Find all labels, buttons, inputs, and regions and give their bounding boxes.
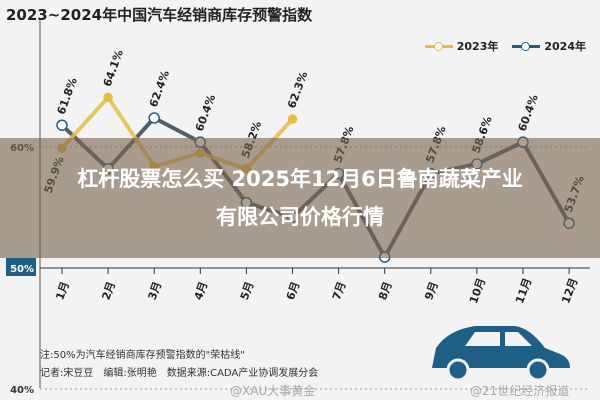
overlay-banner: 杠杆股票怎么买 2025年12月6日鲁南蔬菜产业 有限公司价格行情 — [0, 138, 600, 258]
ref-label-box — [6, 258, 36, 276]
x-tick-label: 5月 — [238, 280, 257, 302]
data-label: 60.4% — [193, 93, 218, 133]
y-tick-label: 50% — [10, 264, 34, 275]
data-label: 62.3% — [285, 70, 310, 110]
footnote: 注:50%为汽车经销商库存预警指数的"荣枯线" — [40, 350, 245, 361]
x-tick-label: 10月 — [467, 276, 488, 305]
x-tick-label: 7月 — [330, 280, 349, 302]
data-point — [287, 114, 298, 124]
legend: 2023年 2024年 — [424, 38, 586, 54]
x-tick-label: 12月 — [559, 276, 580, 305]
data-label: 64.1% — [101, 48, 126, 88]
data-point — [103, 92, 113, 103]
data-label: 61.8% — [55, 76, 80, 116]
legend-2023: 2023年 — [424, 38, 499, 54]
x-tick-label: 11月 — [513, 276, 534, 305]
data-point — [148, 112, 160, 124]
x-tick-label: 2月 — [100, 280, 119, 302]
y-tick-label: 40% — [10, 385, 34, 396]
data-point — [56, 119, 68, 131]
credits: 记者:宋豆豆 编辑:张明艳 数据来源:CADA产业协调发展分会 — [40, 368, 319, 379]
x-tick-label: 1月 — [53, 280, 72, 302]
legend-swatch-2023 — [424, 41, 453, 51]
overlay-line-1: 杠杆股票怎么买 2025年12月6日鲁南蔬菜产业 — [77, 167, 523, 191]
watermark-2: @21世纪经济报道 — [470, 384, 570, 398]
x-tick-label: 3月 — [146, 280, 165, 302]
chart-title: 2023~2024年中国汽车经销商库存预警指数 — [6, 6, 313, 24]
data-label: 62.4% — [147, 69, 172, 109]
legend-label-2024: 2024年 — [544, 40, 586, 53]
watermark-1: @XAU大事黄金 — [230, 384, 316, 398]
legend-swatch-2024 — [512, 41, 541, 51]
x-tick-label: 4月 — [192, 280, 211, 302]
x-tick-label: 6月 — [284, 280, 303, 302]
x-tick-label: 8月 — [376, 280, 395, 302]
x-tick-label: 9月 — [422, 280, 441, 302]
legend-label-2023: 2023年 — [456, 40, 499, 53]
legend-2024: 2024年 — [512, 38, 586, 54]
overlay-line-2: 有限公司价格行情 — [216, 205, 384, 229]
data-label: 60.4% — [516, 93, 541, 133]
